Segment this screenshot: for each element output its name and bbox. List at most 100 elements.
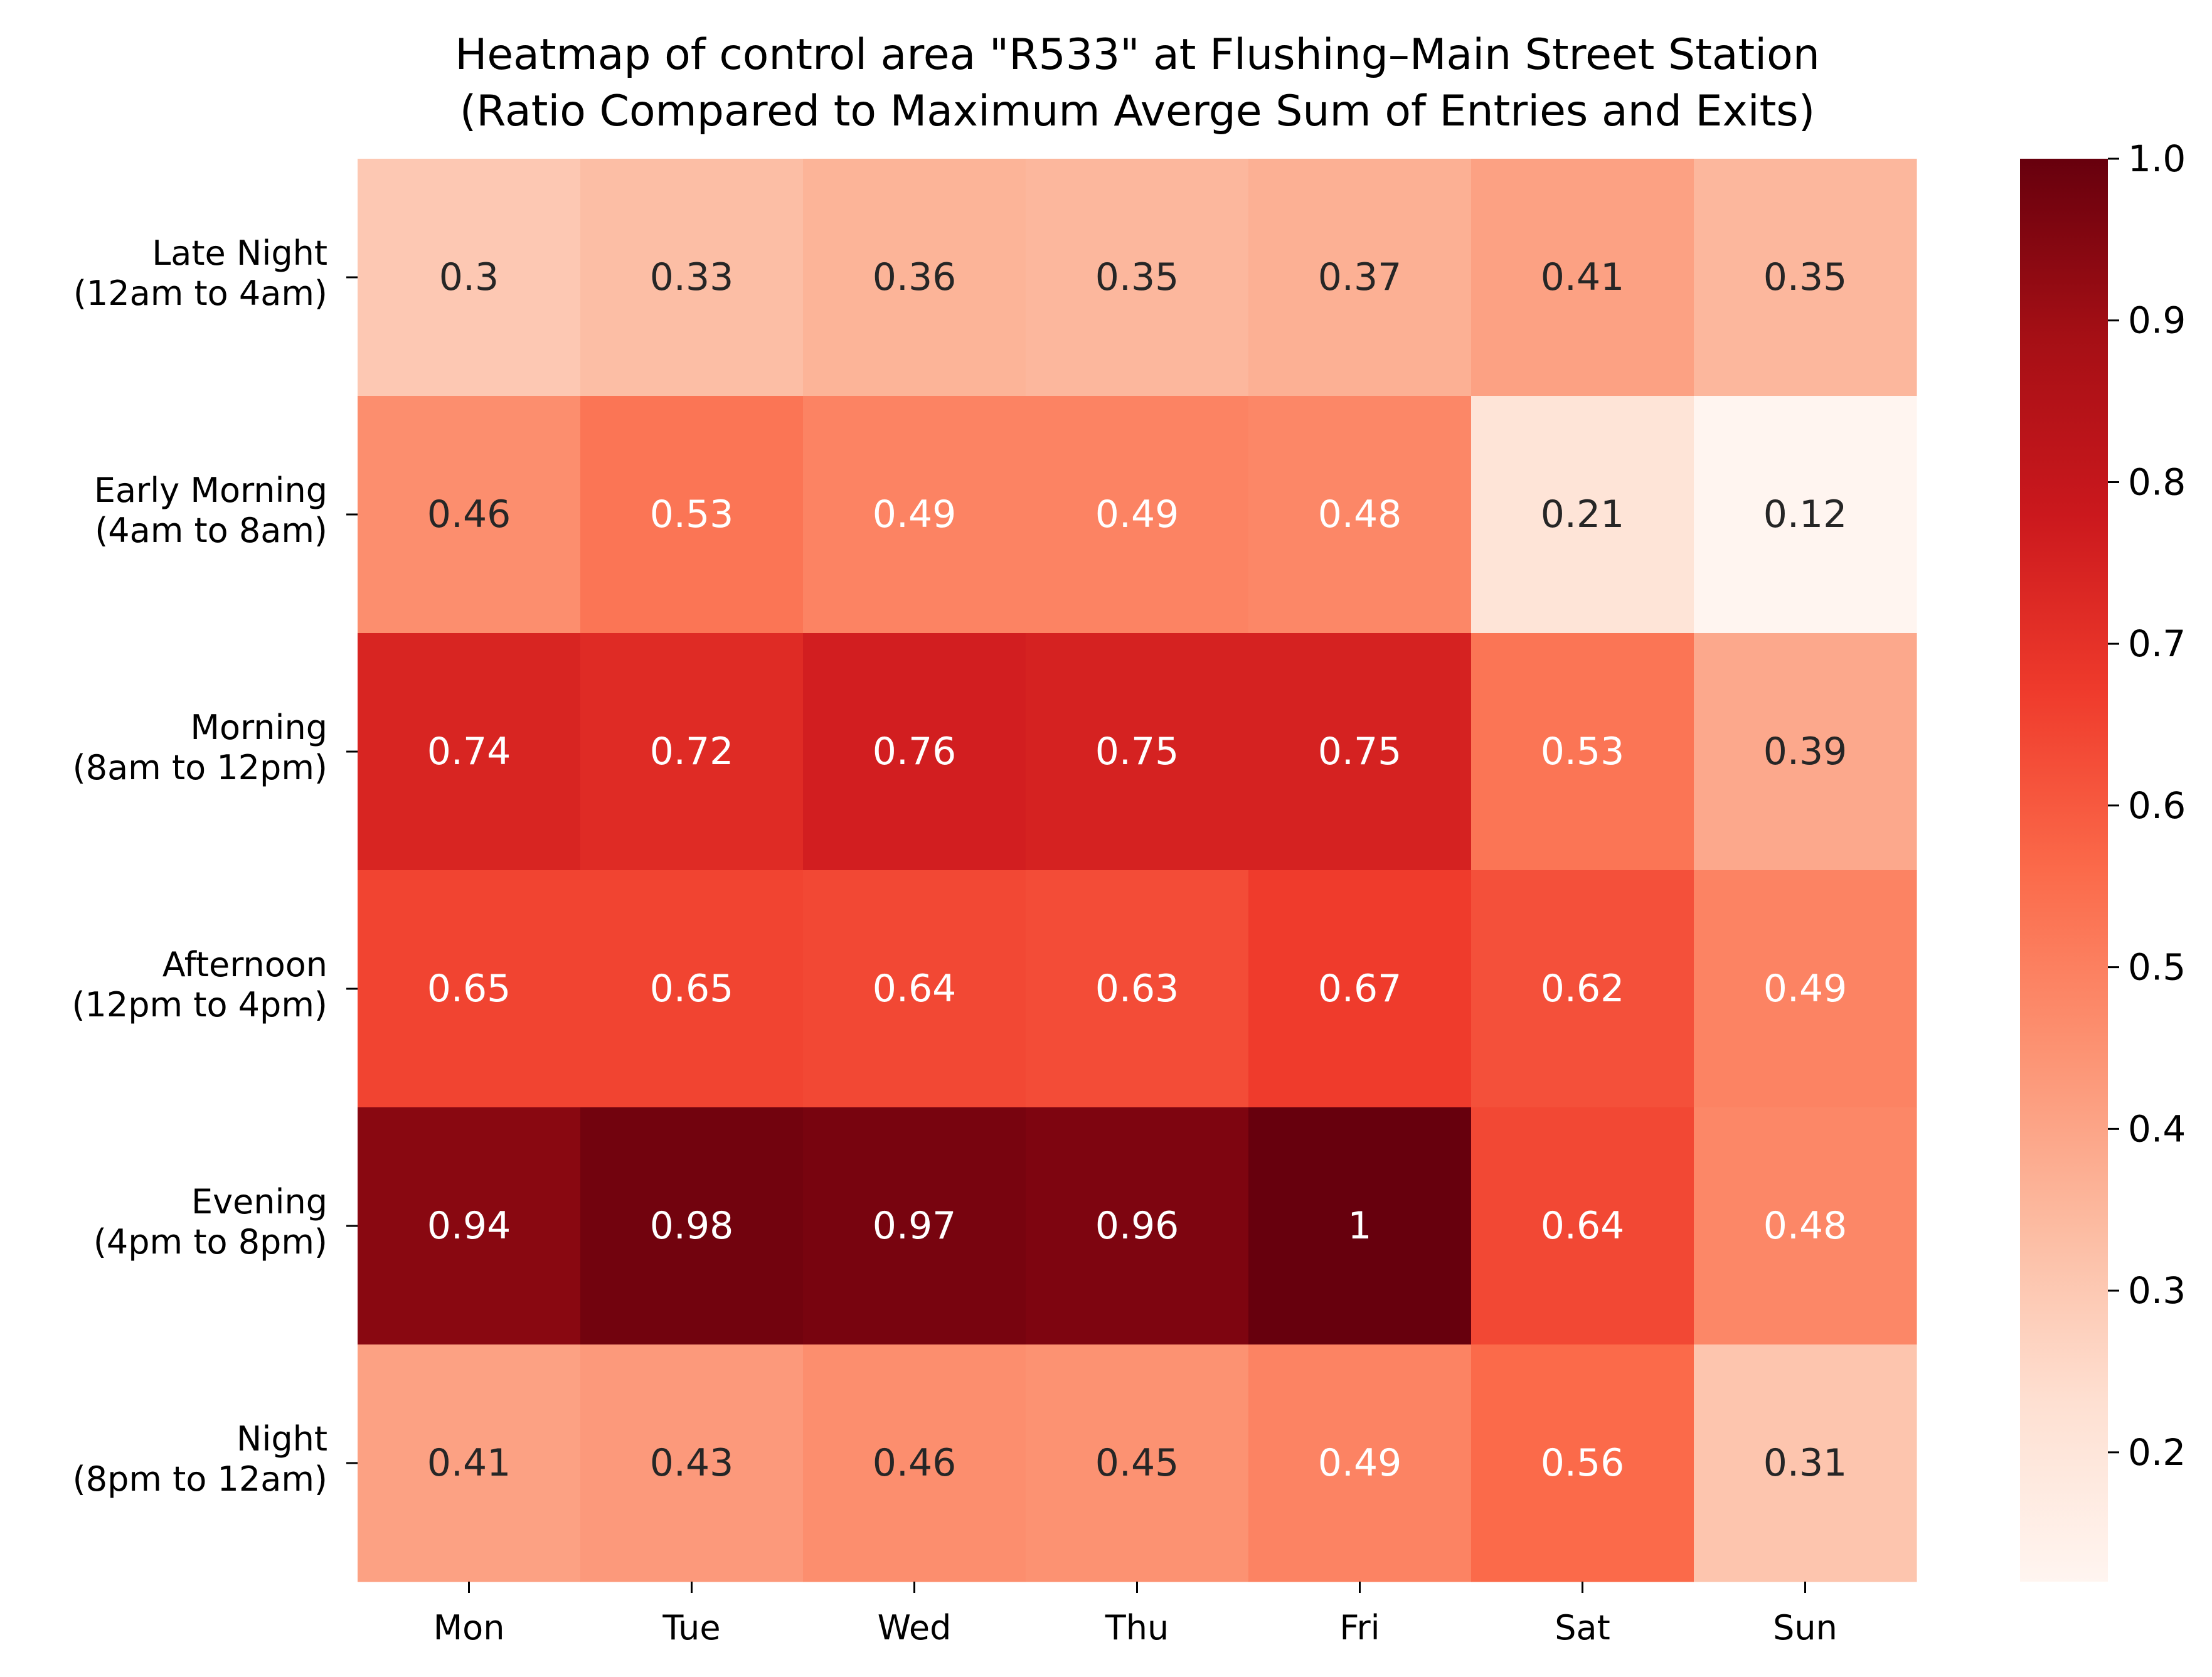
cell-value-label: 0.21: [1541, 492, 1625, 536]
heatmap-cell: [1248, 396, 1472, 634]
heatmap-cells: [358, 159, 1917, 1582]
x-tick-label: Tue: [662, 1608, 720, 1648]
cell-value-label: 0.63: [1095, 967, 1179, 1011]
heatmap-cell: [1026, 396, 1249, 634]
cell-value-label: 0.49: [1095, 492, 1179, 536]
heatmap-cell: [803, 633, 1026, 871]
colorbar-tick-label: 0.4: [2128, 1107, 2186, 1150]
heatmap-cell: [1248, 1344, 1472, 1582]
y-tick-label: (12am to 4am): [73, 274, 327, 313]
heatmap-cell: [1471, 870, 1694, 1108]
colorbar-tick-label: 0.9: [2128, 299, 2186, 342]
y-axis: Late Night(12am to 4am) Early Morning(4am…: [72, 233, 358, 1499]
heatmap-cell: [1694, 396, 1917, 634]
cell-value-label: 0.56: [1541, 1441, 1625, 1485]
cell-value-label: 0.48: [1763, 1204, 1848, 1248]
heatmap-cell: [803, 1344, 1026, 1582]
cell-value-label: 0.48: [1318, 492, 1402, 536]
heatmap-cell: [1694, 1344, 1917, 1582]
cell-value-label: 0.45: [1095, 1441, 1179, 1485]
x-tick-label: Fri: [1339, 1608, 1380, 1648]
colorbar-tick-label: 0.5: [2128, 946, 2186, 989]
cell-value-label: 0.39: [1763, 730, 1848, 774]
cell-value-label: 0.3: [439, 255, 499, 299]
cell-value-label: 0.97: [873, 1204, 957, 1248]
cell-value-label: 0.35: [1095, 255, 1179, 299]
colorbar-tick-label: 0.7: [2128, 622, 2186, 665]
cell-value-label: 0.74: [427, 730, 511, 774]
cell-value-label: 0.62: [1541, 967, 1625, 1011]
cell-value-label: 0.64: [873, 967, 957, 1011]
heatmap-cell: [1694, 870, 1917, 1108]
heatmap-cell: [1471, 396, 1694, 634]
x-tick-label: Thu: [1105, 1608, 1169, 1648]
colorbar-ticks: 0.2 0.3 0.4 0.5 0.6 0.7 0.8 0.9 1.0: [2108, 137, 2186, 1474]
y-tick-label: Early Morning: [94, 471, 327, 510]
cell-value-label: 0.31: [1763, 1441, 1848, 1485]
heatmap-cell: [803, 1107, 1026, 1345]
heatmap-cell: [1248, 633, 1472, 871]
colorbar-tick-label: 0.8: [2128, 461, 2186, 503]
colorbar-tick-label: 0.6: [2128, 784, 2186, 827]
heatmap-cell: [1026, 1344, 1249, 1582]
heatmap-cell: [1248, 870, 1472, 1108]
cell-value-label: 0.43: [650, 1441, 734, 1485]
heatmap-cell: [580, 1107, 804, 1345]
x-tick-label: Mon: [433, 1608, 505, 1648]
heatmap-cell: [358, 1344, 581, 1582]
heatmap-cell: [580, 159, 804, 397]
y-tick-label: Morning: [190, 708, 327, 747]
colorbar-tick-label: 0.3: [2128, 1269, 2186, 1312]
cell-value-label: 0.75: [1318, 730, 1402, 774]
cell-value-label: 0.41: [1541, 255, 1625, 299]
x-tick-label: Sat: [1555, 1608, 1610, 1648]
heatmap-cell: [580, 870, 804, 1108]
cell-value-label: 0.12: [1763, 492, 1848, 536]
heatmap-cell: [358, 870, 581, 1108]
heatmap-cell: [358, 159, 581, 397]
heatmap-cell: [1694, 633, 1917, 871]
heatmap-cell: [1248, 1107, 1472, 1345]
heatmap-cell: [1471, 159, 1694, 397]
cell-value-label: 1: [1348, 1204, 1371, 1248]
heatmap-cell: [803, 159, 1026, 397]
heatmap-cell: [1026, 159, 1249, 397]
cell-value-label: 0.94: [427, 1204, 511, 1248]
cell-value-label: 0.46: [427, 492, 511, 536]
cell-value-label: 0.64: [1541, 1204, 1625, 1248]
y-tick-label: Late Night: [152, 233, 327, 273]
y-tick-label: Evening: [191, 1182, 327, 1222]
cell-value-label: 0.53: [650, 492, 734, 536]
colorbar-tick-label: 0.2: [2128, 1431, 2186, 1474]
y-tick-label: (12pm to 4pm): [72, 985, 327, 1025]
x-tick-label: Sun: [1773, 1608, 1837, 1648]
heatmap-cell: [358, 633, 581, 871]
heatmap-cell: [1694, 1107, 1917, 1345]
heatmap-cell: [580, 633, 804, 871]
cell-value-label: 0.65: [427, 967, 511, 1011]
heatmap-cell: [803, 870, 1026, 1108]
cell-value-label: 0.75: [1095, 730, 1179, 774]
chart-title-line-1: Heatmap of control area "R533" at Flushi…: [455, 30, 1820, 80]
heatmap-cell: [358, 396, 581, 634]
cell-value-label: 0.67: [1318, 967, 1402, 1011]
y-tick-label: (8am to 12pm): [73, 748, 327, 787]
heatmap-cell: [1471, 633, 1694, 871]
heatmap-cell: [580, 1344, 804, 1582]
cell-value-label: 0.46: [873, 1441, 957, 1485]
heatmap-cell: [1471, 1344, 1694, 1582]
cell-value-label: 0.36: [873, 255, 957, 299]
heatmap-cell: [1248, 159, 1472, 397]
heatmap-cell: [580, 396, 804, 634]
heatmap-cell: [1471, 1107, 1694, 1345]
cell-value-label: 0.49: [873, 492, 957, 536]
y-tick-label: (8pm to 12am): [73, 1459, 327, 1499]
heatmap-cell: [1026, 1107, 1249, 1345]
cell-value-label: 0.41: [427, 1441, 511, 1485]
cell-value-label: 0.72: [650, 730, 734, 774]
y-tick-label: (4pm to 8pm): [93, 1222, 327, 1262]
cell-value-label: 0.53: [1541, 730, 1625, 774]
heatmap-cell: [803, 396, 1026, 634]
y-tick-label: Night: [237, 1419, 327, 1459]
